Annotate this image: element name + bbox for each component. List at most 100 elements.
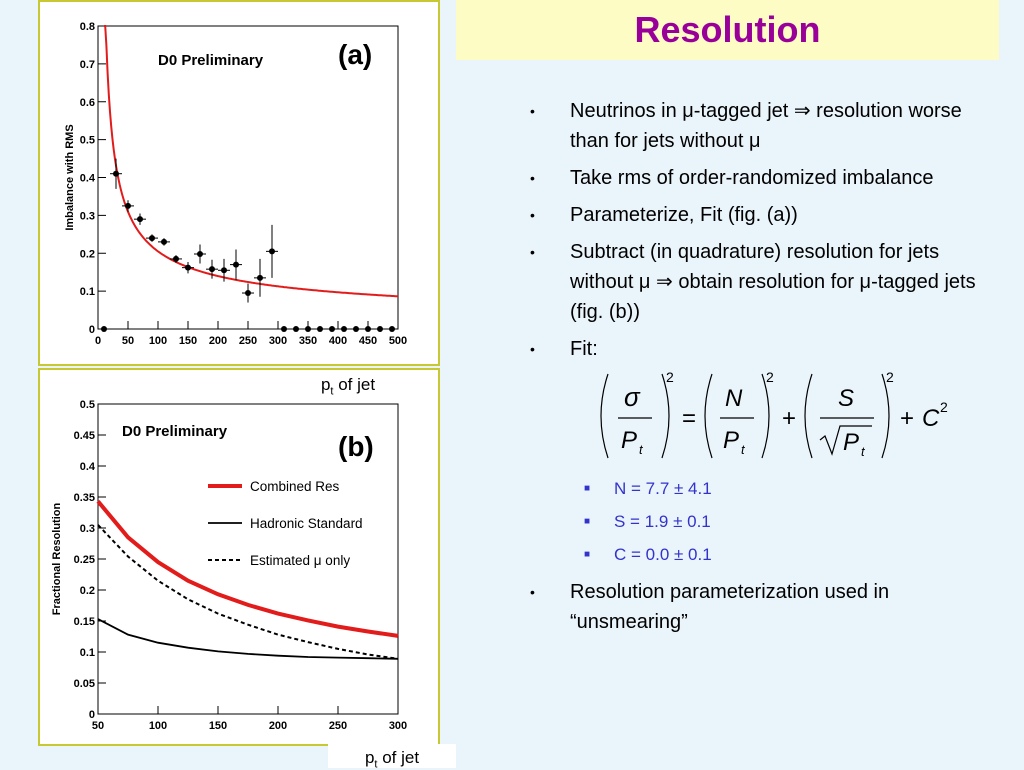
chart-a: 0 50 100 150 200 250 300 350 400 450 500 0 0.1 0.2 0.3… <box>64 21 407 347</box>
y-tick-label: 0.2 <box>80 585 95 597</box>
y-tick-label: 0.05 <box>74 678 95 690</box>
slide-title: Resolution <box>634 9 821 50</box>
bullet-text: Neutrinos in μ-tagged jet ⇒ resolution w… <box>570 100 962 152</box>
data-point <box>209 266 215 273</box>
bullet-text: Parameterize, Fit (fig. (a)) <box>570 204 798 226</box>
data-point <box>257 274 263 281</box>
series-line <box>97 618 399 660</box>
paren-left-3 <box>804 373 813 459</box>
data-point <box>317 326 323 332</box>
y-tick-label: 0.3 <box>80 210 95 222</box>
plus-sign-2: + <box>900 405 914 432</box>
fit-curve <box>104 25 399 298</box>
bullet-dot: • <box>530 584 535 600</box>
y-tick-label: 0.1 <box>80 286 95 298</box>
data-point <box>173 255 179 262</box>
bullet-item: • Take rms of order-randomized imbalance <box>530 163 1000 193</box>
x-tick-label: 200 <box>269 720 287 732</box>
panel-label: (b) <box>338 431 374 462</box>
series-line <box>97 524 399 660</box>
fit-param-item: ■ N = 7.7 ± 4.1 <box>530 478 1000 500</box>
y-tick-label: 0.3 <box>80 523 95 535</box>
paren-left-2 <box>704 373 713 459</box>
bullet-item: • Neutrinos in μ-tagged jet ⇒ resolution… <box>530 96 1000 156</box>
x-tick-label: 0 <box>95 335 101 347</box>
x-axis-caption-b: pt of jet <box>328 744 456 770</box>
y-tick-label: 0.2 <box>80 248 95 260</box>
legend-label: Hadronic Standard <box>250 516 363 531</box>
caption-b-sub: t <box>374 758 378 770</box>
plus-sign-1: + <box>782 405 796 432</box>
caption-b-rest: of jet <box>377 748 420 767</box>
legend-label: Combined Res <box>250 479 340 494</box>
data-point <box>389 326 395 332</box>
exp-1: 2 <box>666 369 674 385</box>
y-tick-label: 0.6 <box>80 97 95 109</box>
y-tick-label: 0.5 <box>80 135 95 147</box>
caption-a-sub: t <box>330 385 334 398</box>
legend-label: Estimated μ only <box>250 553 350 568</box>
bullet-text: Resolution parameterization used in “uns… <box>570 581 890 633</box>
y-tick-label: 0 <box>89 709 95 721</box>
fit-param-text: S = 1.9 ± 0.1 <box>614 512 711 531</box>
x-tick-label: 450 <box>359 335 377 347</box>
data-point <box>221 267 227 274</box>
bullet-text: Take rms of order-randomized imbalance <box>570 167 934 189</box>
t-sub-2: t <box>741 442 746 457</box>
y-tick-label: 0.1 <box>80 647 95 659</box>
caption-a-base: p <box>320 375 331 394</box>
fit-param-item: ■ C = 0.0 ± 0.1 <box>530 544 1000 566</box>
data-point <box>353 326 359 332</box>
x-tick-label: 150 <box>209 720 227 732</box>
data-point <box>341 326 347 332</box>
fit-param-item: ■ S = 1.9 ± 0.1 <box>530 511 1000 533</box>
y-tick-label: 0.8 <box>80 21 95 33</box>
fit-param-text: N = 7.7 ± 4.1 <box>614 479 712 498</box>
data-point <box>197 251 203 258</box>
x-axis-caption-a: pt of jet <box>306 372 390 400</box>
equals-sign: = <box>682 405 696 432</box>
caption-a-rest: of jet <box>333 375 376 394</box>
x-tick-label: 50 <box>122 335 134 347</box>
x-tick-label: 200 <box>209 335 227 347</box>
x-tick-label: 350 <box>299 335 317 347</box>
data-point <box>305 326 311 332</box>
exp-2: 2 <box>766 369 774 385</box>
y-tick-label: 0.7 <box>80 59 95 71</box>
sqrt-sign <box>819 425 872 456</box>
p-symbol-2: P <box>723 427 739 454</box>
data-point <box>185 264 191 271</box>
bullet-dot: • <box>530 341 535 357</box>
fit-param-text: C = 0.0 ± 0.1 <box>614 545 712 564</box>
x-tick-label: 500 <box>389 335 407 347</box>
bullet-item: • Parameterize, Fit (fig. (a)) <box>530 200 1000 230</box>
plot-panel-b: 50 100 150 200 250 300 0 0.05 0.1 0.15 0.2 0.25 0.3 0… <box>38 368 440 746</box>
exp-3: 2 <box>886 369 894 385</box>
data-point <box>245 290 251 297</box>
sub-bullet-square: ■ <box>584 483 591 494</box>
x-tick-label: 250 <box>329 720 347 732</box>
data-point <box>269 248 275 255</box>
bullet-item: • Subtract (in quadrature) resolution fo… <box>530 237 1000 327</box>
chart-b: 50 100 150 200 250 300 0 0.05 0.1 0.15 0.2 0.25 0.3 0… <box>51 399 407 732</box>
p-symbol-3: P <box>843 429 859 456</box>
data-point <box>281 326 287 332</box>
c-symbol: C <box>922 405 940 432</box>
x-tick-label: 400 <box>329 335 347 347</box>
data-point <box>149 235 155 242</box>
y-tick-label: 0.4 <box>80 461 96 473</box>
x-tick-label: 300 <box>389 720 407 732</box>
y-tick-label: 0.25 <box>74 554 95 566</box>
data-point <box>293 326 299 332</box>
bullet-list: • Neutrinos in μ-tagged jet ⇒ resolution… <box>530 96 1000 644</box>
bullet-text: Subtract (in quadrature) resolution for … <box>570 241 976 323</box>
y-tick-label: 0.15 <box>74 616 95 628</box>
x-tick-label: 100 <box>149 335 167 347</box>
title-box: Resolution <box>456 0 999 60</box>
plot-panel-a: 0 50 100 150 200 250 300 350 400 450 500 0 0.1 0.2 0.3… <box>38 0 440 366</box>
paren-left-1 <box>600 373 609 459</box>
paren-right-1 <box>661 373 670 459</box>
bullet-item: • Fit: <box>530 334 1000 364</box>
bullet-dot: • <box>530 103 535 119</box>
p-symbol-1: P <box>621 427 637 454</box>
